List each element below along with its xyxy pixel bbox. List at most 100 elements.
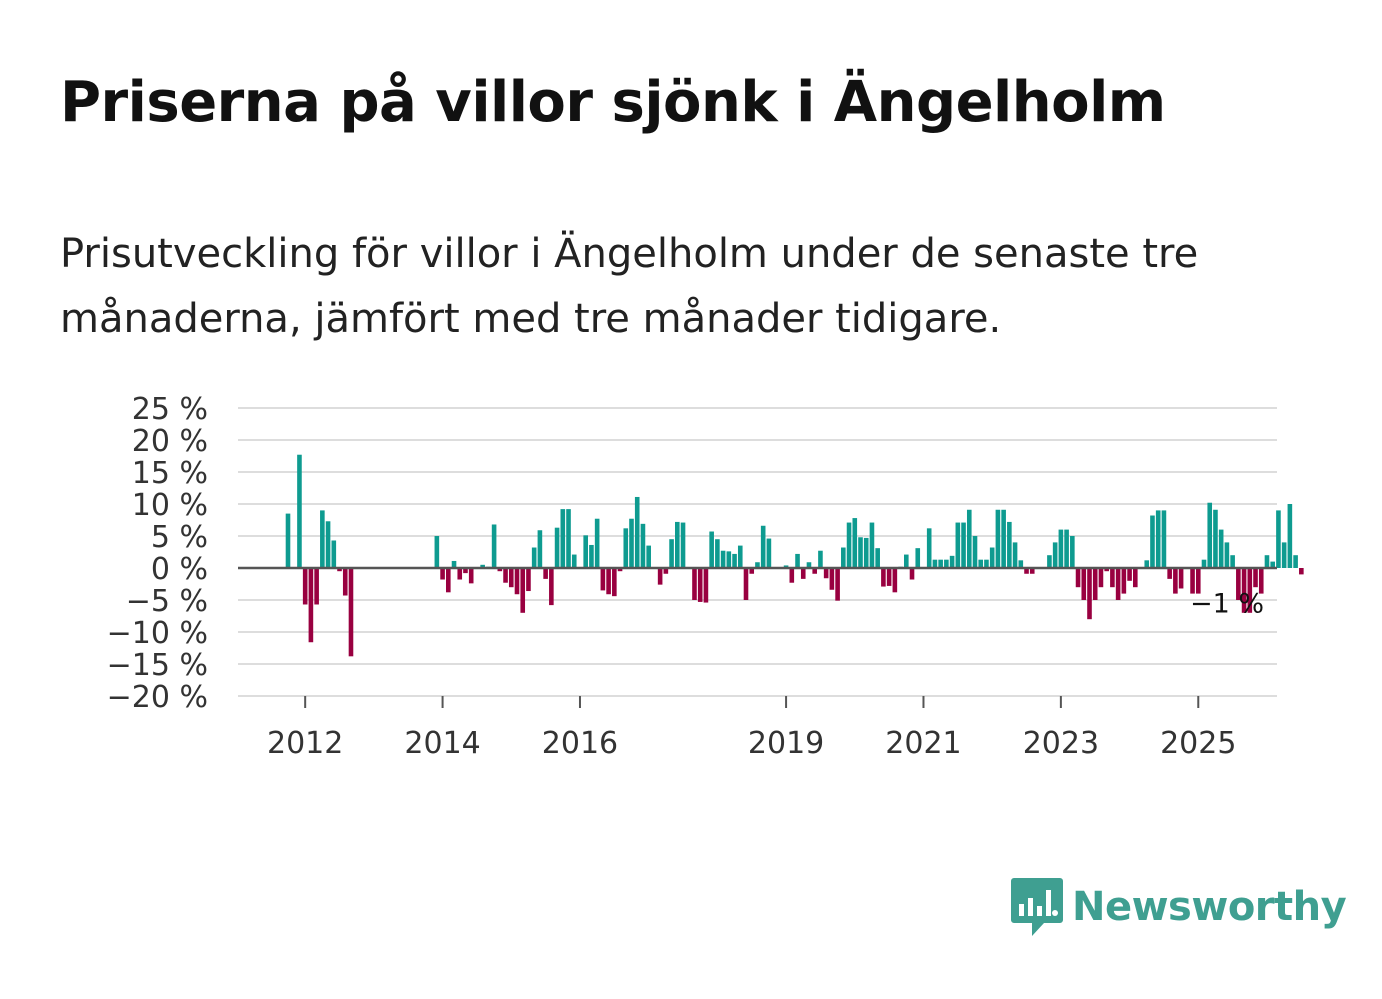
y-axis-ticks: 25 %20 %15 %10 %5 %0 %−5 %−10 %−15 %−20 … — [107, 392, 208, 715]
bar — [989, 547, 995, 568]
bar — [612, 568, 617, 597]
bar — [1253, 568, 1258, 588]
bar — [600, 568, 606, 591]
bar — [606, 568, 611, 595]
bar — [755, 562, 760, 568]
bar — [926, 528, 932, 568]
bar — [434, 536, 440, 568]
bar — [583, 535, 588, 568]
x-axis-ticks: 2012 2014 2016 2019 2021 2023 2025 — [267, 696, 1236, 761]
bar — [646, 545, 651, 568]
y-tick-label: 25 % — [132, 392, 208, 427]
bar — [1127, 568, 1132, 581]
x-tick-label: 2019 — [748, 726, 824, 761]
bar — [503, 568, 508, 583]
bar — [1287, 504, 1293, 568]
bar — [978, 559, 984, 568]
bar — [1018, 560, 1024, 568]
bar — [823, 568, 829, 579]
bar — [1155, 510, 1161, 568]
brand-name: Newsworthy — [1072, 884, 1347, 930]
bar — [342, 568, 348, 596]
bar — [909, 568, 915, 580]
bar — [1104, 568, 1109, 572]
bar — [795, 553, 800, 568]
bar — [1161, 510, 1167, 568]
end-value-label: −1 % — [1190, 588, 1264, 619]
bar — [1195, 568, 1201, 594]
bar — [841, 547, 846, 568]
bar — [829, 568, 835, 590]
bar — [634, 496, 640, 568]
bar — [491, 524, 497, 568]
bar — [331, 540, 337, 568]
bar — [566, 509, 571, 568]
bar — [955, 522, 961, 568]
bar — [720, 550, 726, 568]
bar — [858, 537, 863, 568]
x-tick-label: 2014 — [404, 726, 480, 761]
bar — [1190, 568, 1195, 594]
bar — [1150, 515, 1155, 568]
bar — [514, 568, 520, 595]
bar — [961, 522, 966, 568]
bar — [560, 509, 566, 568]
bar — [944, 559, 949, 568]
bar — [1070, 536, 1075, 568]
bar — [1047, 555, 1052, 568]
bar — [1029, 568, 1035, 574]
bar — [1270, 561, 1275, 568]
bar — [1224, 542, 1230, 568]
bar — [1081, 568, 1087, 600]
bar — [1133, 568, 1138, 588]
bar — [594, 518, 600, 568]
bar — [508, 568, 514, 588]
bar — [1024, 568, 1029, 574]
bar — [984, 559, 989, 568]
bar — [737, 545, 743, 568]
bar — [1173, 568, 1178, 594]
bar — [1115, 568, 1121, 600]
bar — [697, 568, 703, 602]
bar — [457, 568, 463, 580]
bar — [806, 562, 812, 568]
bar — [1052, 542, 1058, 568]
bar-chart-icon — [1011, 878, 1063, 936]
bar — [863, 537, 869, 568]
x-tick-label: 2023 — [1023, 726, 1099, 761]
bar — [1293, 555, 1298, 568]
bar — [892, 568, 898, 593]
bar — [852, 518, 858, 568]
bar — [497, 568, 503, 572]
bar — [537, 530, 543, 568]
y-tick-label: 10 % — [132, 488, 208, 523]
bar — [1087, 568, 1092, 620]
bar — [463, 568, 468, 574]
bar — [766, 538, 772, 568]
bar — [818, 550, 823, 568]
x-tick-label: 2012 — [267, 726, 343, 761]
bar — [1167, 568, 1172, 579]
bar — [938, 559, 943, 568]
bar — [1121, 568, 1127, 594]
bar — [915, 548, 921, 568]
bar — [972, 536, 978, 568]
bar — [743, 568, 749, 600]
bar — [669, 539, 674, 568]
bar — [835, 568, 840, 601]
bar — [875, 548, 880, 568]
bar — [1258, 568, 1264, 594]
bar — [846, 522, 852, 568]
y-tick-label: −5 % — [126, 584, 208, 619]
x-tick-label: 2016 — [542, 726, 618, 761]
bar — [320, 510, 325, 568]
bar — [640, 523, 646, 568]
bar — [1110, 568, 1115, 588]
bar — [726, 551, 732, 568]
bar — [812, 568, 817, 574]
bar — [760, 525, 766, 568]
bar — [480, 564, 485, 568]
bar — [629, 518, 634, 568]
bar — [1178, 568, 1184, 589]
bar — [1001, 509, 1006, 568]
